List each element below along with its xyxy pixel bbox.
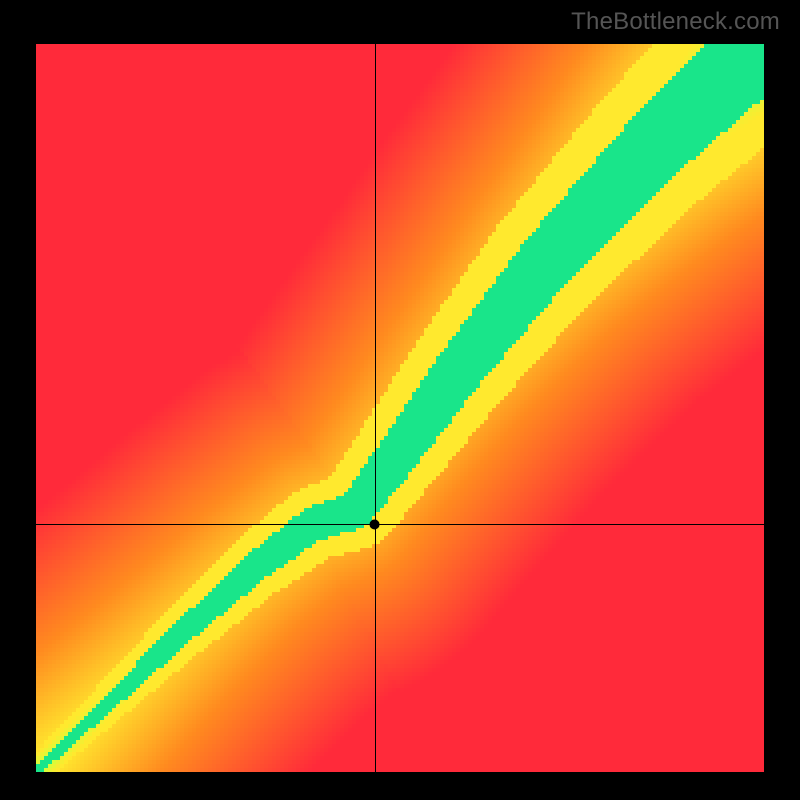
watermark-text: TheBottleneck.com (571, 8, 780, 36)
heatmap-canvas (36, 44, 764, 772)
chart-container: TheBottleneck.com (0, 0, 800, 800)
